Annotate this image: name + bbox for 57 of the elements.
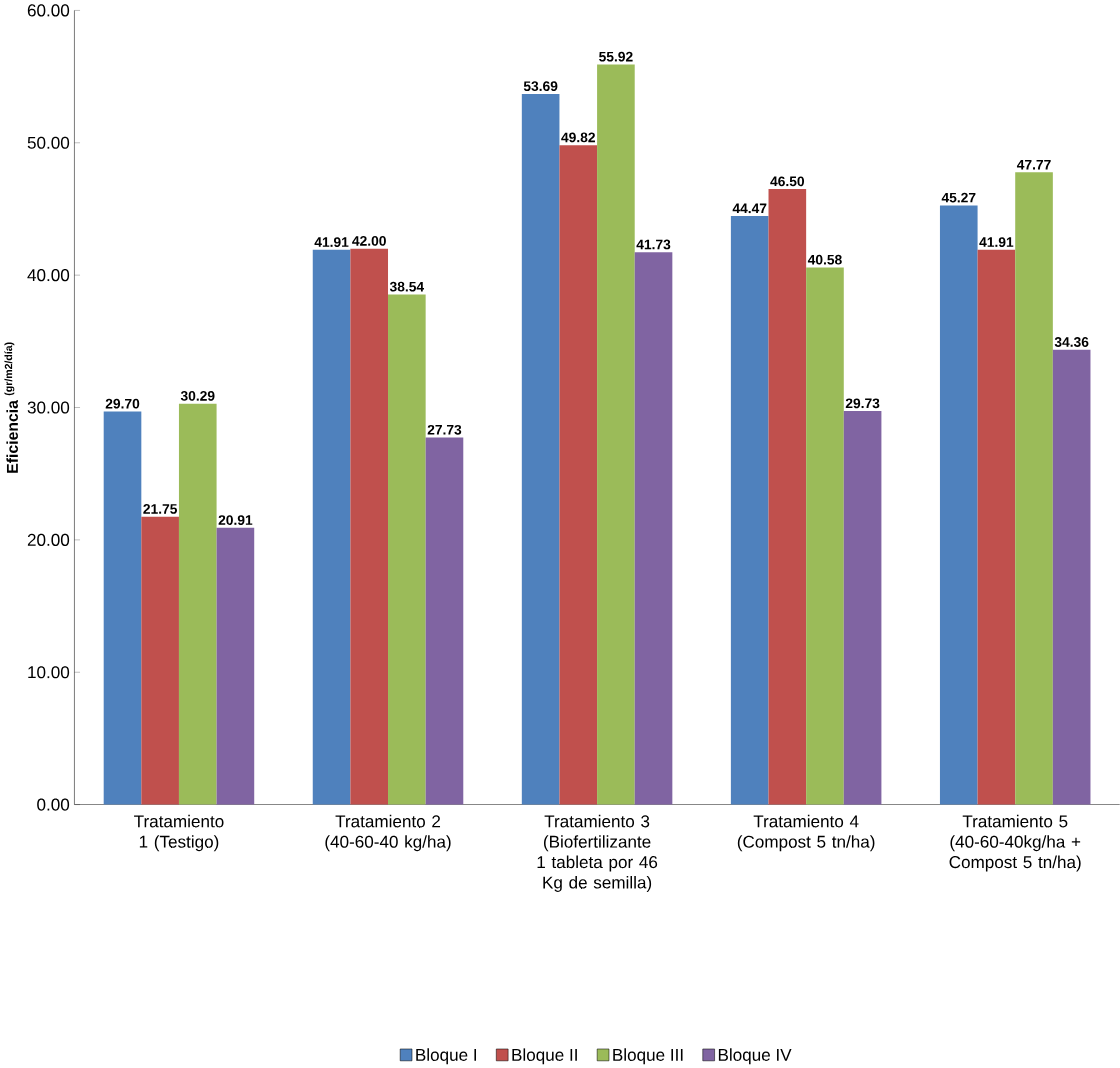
bar: [103, 411, 142, 805]
data-label: 34.36: [1054, 337, 1089, 347]
legend-label: Bloque II: [512, 1048, 577, 1065]
bar: [312, 249, 351, 805]
x-tick-label: Tratamiento 3 (Biofertilizante 1 tableta por 46 Kg de semilla): [537, 814, 658, 892]
x-tick-label: Tratamiento 5 (40-60-40kg/ha + Compost 5 tn/ha): [949, 814, 1081, 872]
data-label: 29.70: [105, 398, 140, 409]
bar: [1052, 349, 1091, 805]
bar: [178, 403, 217, 805]
bar: [1015, 172, 1053, 805]
bar: [597, 64, 635, 805]
bar: [216, 527, 255, 805]
data-label: 41.73: [636, 239, 671, 250]
bar: [559, 145, 598, 805]
data-label: 55.92: [599, 51, 633, 62]
bar: [350, 248, 389, 805]
data-label: 46.50: [770, 176, 805, 187]
y-tick-label: 30.00: [27, 401, 70, 414]
data-label: 41.91: [979, 237, 1014, 247]
data-label: 20.91: [218, 515, 253, 525]
data-label: 41.91: [314, 237, 349, 247]
data-label: 21.75: [143, 504, 178, 514]
x-tick-label: Tratamiento 4 (Compost 5 tn/ha): [737, 814, 875, 852]
y-tick-label: 0.00: [37, 798, 70, 811]
data-label: 49.82: [561, 132, 595, 143]
y-tick-label: 10.00: [28, 666, 70, 679]
bar: [521, 93, 560, 805]
data-label: 42.00: [352, 236, 386, 246]
legend-label: Bloque I: [416, 1048, 477, 1065]
data-label: 27.73: [427, 424, 462, 435]
y-tick-label: 20.00: [27, 533, 70, 546]
bar: [768, 189, 807, 805]
bar: [634, 252, 673, 805]
bar: [730, 215, 769, 805]
bar: [806, 267, 844, 805]
legend-label: Bloque III: [613, 1048, 683, 1065]
data-label: 47.77: [1016, 159, 1051, 170]
data-label: 29.73: [845, 398, 880, 409]
bar: [977, 249, 1016, 805]
bar: [141, 516, 179, 805]
data-label: 40.58: [807, 254, 842, 265]
bar: [843, 411, 882, 805]
bar: [388, 294, 426, 805]
x-tick-label: Tratamiento 1 (Testigo): [134, 814, 224, 852]
legend-label: Bloque IV: [718, 1048, 792, 1065]
y-tick-label: 40.00: [27, 269, 70, 282]
data-label: 53.69: [523, 81, 558, 92]
bar: [425, 437, 464, 805]
x-tick-label: Tratamiento 2 (40-60-40 kg/ha): [325, 814, 451, 852]
data-label: 44.47: [732, 203, 767, 214]
data-label: 30.29: [180, 390, 215, 401]
y-axis-title: Eficiencia $^{(gr/m2/día)}$: [4, 342, 18, 473]
data-label: 45.27: [941, 192, 976, 203]
y-tick-label: 60.00: [27, 4, 70, 17]
data-label: 38.54: [389, 281, 425, 292]
bar: [939, 205, 978, 805]
y-tick-label: 50.00: [27, 136, 70, 149]
